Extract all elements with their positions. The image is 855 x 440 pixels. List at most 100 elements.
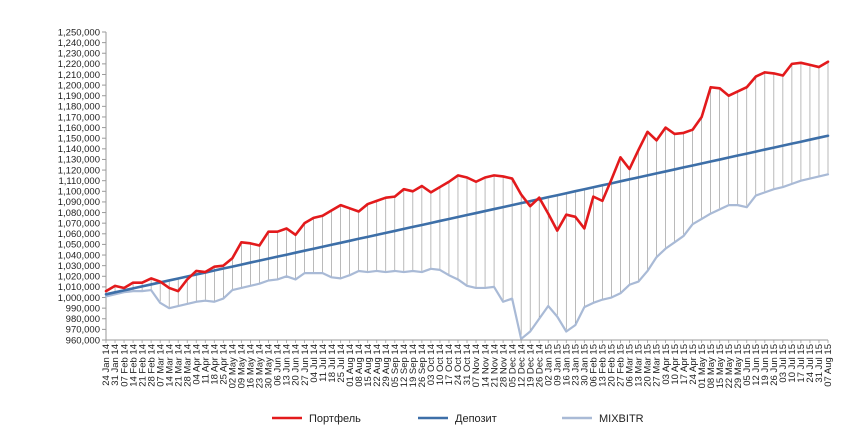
- x-tick-label: 15 May 15: [715, 344, 726, 388]
- x-tick-label: 05 Jun 15: [742, 344, 753, 386]
- x-tick-label: 17 Apr 15: [679, 344, 690, 385]
- y-tick-label: 1,170,000: [58, 112, 100, 123]
- x-tick-label: 01 May 15: [697, 344, 708, 388]
- x-tick-label: 06 Mar 15: [625, 344, 636, 387]
- x-tick-label: 18 Jul 14: [327, 344, 338, 383]
- x-tick-label: 22 May 15: [724, 344, 735, 388]
- y-tick-label: 1,050,000: [58, 240, 100, 251]
- x-tick-label: 24 Jul 15: [805, 344, 816, 383]
- drop-lines: [105, 61, 829, 339]
- x-tick-label: 21 Feb 14: [137, 344, 148, 387]
- y-tick-label: 1,110,000: [58, 176, 100, 187]
- series-line-1: [104, 134, 830, 296]
- x-tick-label: 07 Feb 14: [119, 344, 130, 387]
- x-tick-label: 23 Jan 15: [571, 344, 582, 386]
- y-tick-label: 1,140,000: [58, 144, 100, 155]
- y-tick-label: 1,210,000: [58, 70, 100, 81]
- x-tick-label: 10 Oct 14: [435, 344, 446, 385]
- x-tick-label: 18 Apr 14: [210, 344, 221, 385]
- x-tick-label: 12 Dec 14: [516, 344, 527, 387]
- x-tick-label: 15 Aug 14: [363, 344, 374, 387]
- x-tick-label: 19 Sep 14: [408, 344, 419, 387]
- x-tick-label: 23 May 14: [255, 344, 266, 388]
- x-tick-label: 21 Mar 14: [173, 344, 184, 387]
- legend-label-2: MIXBITR: [599, 413, 644, 425]
- x-tick-label: 05 Dec 14: [507, 344, 518, 387]
- y-tick-label: 1,080,000: [58, 208, 100, 219]
- y-tick-label: 1,010,000: [58, 282, 100, 293]
- y-tick-label: 1,200,000: [58, 80, 100, 91]
- x-tick-label: 31 Jul 15: [814, 344, 825, 383]
- x-tick-label: 16 Jan 15: [561, 344, 572, 386]
- y-tick-label: 1,130,000: [58, 155, 100, 166]
- y-tick-label: 1,020,000: [58, 272, 100, 283]
- x-tick-label: 21 Nov 14: [489, 344, 500, 387]
- legend-label-1: Депозит: [455, 413, 497, 425]
- y-tick-label: 1,190,000: [58, 91, 100, 102]
- series-layer: [104, 60, 830, 341]
- x-tick-label: 02 May 14: [228, 344, 239, 388]
- x-tick-label: 19 Dec 14: [525, 344, 536, 387]
- y-tick-label: 1,160,000: [58, 123, 100, 134]
- x-tick-label: 13 Mar 15: [634, 344, 645, 387]
- x-tick-label: 26 Sep 14: [417, 344, 428, 387]
- y-axis: 960,000970,000980,000990,0001,000,0001,0…: [58, 27, 107, 346]
- x-tick-label: 10 Apr 15: [670, 344, 681, 385]
- x-tick-label: 04 Apr 14: [191, 344, 202, 385]
- x-tick-label: 24 Oct 14: [453, 344, 464, 385]
- x-tick-label: 30 May 14: [264, 344, 275, 388]
- x-tick-label: 25 Apr 14: [219, 344, 230, 385]
- y-tick-label: 1,150,000: [58, 134, 100, 145]
- x-tick-label: 25 Jul 14: [336, 344, 347, 383]
- x-tick-label: 06 Feb 15: [589, 344, 600, 387]
- x-tick-label: 04 Jul 14: [309, 344, 320, 383]
- x-tick-label: 31 Oct 14: [462, 344, 473, 385]
- y-tick-label: 1,060,000: [58, 229, 100, 240]
- legend: Портфель Депозит MIXBITR: [272, 413, 644, 425]
- x-tick-label: 09 Jan 15: [552, 344, 563, 386]
- x-tick-label: 17 Oct 14: [444, 344, 455, 385]
- x-tick-label: 14 Nov 14: [480, 344, 491, 387]
- x-tick-label: 20 Jun 14: [291, 344, 302, 386]
- x-tick-label: 08 May 15: [706, 344, 717, 388]
- y-tick-label: 1,040,000: [58, 250, 100, 261]
- x-tick-label: 14 Feb 14: [128, 344, 139, 387]
- x-tick-label: 28 Nov 14: [498, 344, 509, 387]
- x-tick-label: 12 Sep 14: [399, 344, 410, 387]
- y-tick-label: 1,180,000: [58, 102, 100, 113]
- x-tick-label: 29 May 15: [733, 344, 744, 388]
- y-tick-label: 990,000: [66, 303, 100, 314]
- x-tick-label: 26 Dec 14: [534, 344, 545, 387]
- x-tick-label: 01 Aug 14: [345, 344, 356, 387]
- x-tick-label: 20 Mar 15: [643, 344, 654, 387]
- x-tick-label: 24 Apr 15: [688, 344, 699, 385]
- x-tick-label: 06 Jun 14: [273, 344, 284, 386]
- y-tick-label: 970,000: [66, 325, 100, 336]
- x-tick-label: 27 Jun 14: [300, 344, 311, 386]
- x-tick-label: 28 Mar 14: [182, 344, 193, 387]
- y-tick-label: 1,230,000: [58, 49, 100, 60]
- y-tick-label: 1,250,000: [58, 27, 100, 38]
- x-tick-label: 07 Nov 14: [471, 344, 482, 387]
- x-tick-label: 17 Jul 15: [796, 344, 807, 383]
- x-tick-label: 30 Jan 15: [580, 344, 591, 386]
- x-tick-label: 09 May 14: [237, 344, 248, 388]
- x-tick-label: 07 Mar 14: [155, 344, 166, 387]
- y-tick-label: 1,100,000: [58, 187, 100, 198]
- x-tick-label: 03 Jul 15: [778, 344, 789, 383]
- x-tick-label: 20 Feb 15: [607, 344, 618, 387]
- x-tick-label: 31 Jan 14: [110, 344, 121, 386]
- y-tick-label: 1,000,000: [58, 293, 100, 304]
- legend-label-0: Портфель: [309, 413, 361, 425]
- x-tick-label: 07 Aug 15: [823, 344, 834, 387]
- y-tick-label: 1,240,000: [58, 38, 100, 49]
- series-line-2: [104, 173, 830, 341]
- x-tick-label: 03 Apr 15: [661, 344, 672, 385]
- x-tick-label: 27 Feb 15: [616, 344, 627, 387]
- x-tick-label: 10 Jul 15: [787, 344, 798, 383]
- y-tick-label: 960,000: [66, 335, 100, 346]
- x-tick-label: 02 Jan 15: [543, 344, 554, 386]
- y-tick-label: 1,220,000: [58, 59, 100, 70]
- x-tick-label: 29 Aug 14: [381, 344, 392, 387]
